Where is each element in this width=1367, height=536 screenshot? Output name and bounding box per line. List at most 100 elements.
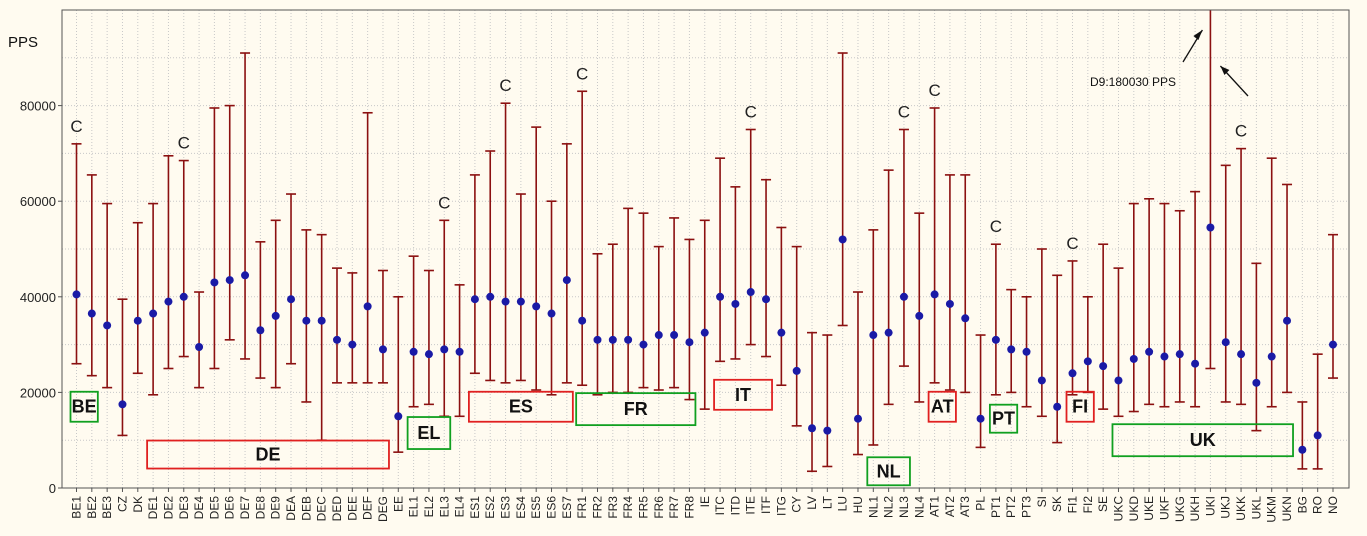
region-box bbox=[575, 392, 697, 427]
mean-point bbox=[1083, 357, 1092, 366]
y-tick-label: 0 bbox=[49, 481, 56, 496]
region-box-label: EL bbox=[417, 423, 440, 443]
x-tick-label: DE4 bbox=[192, 496, 206, 520]
arrowhead-right bbox=[1220, 66, 1230, 75]
x-tick-label: UKF bbox=[1157, 496, 1171, 520]
x-tick-label: UKN bbox=[1280, 496, 1294, 521]
x-tick-label: ES4 bbox=[514, 496, 528, 519]
mean-point bbox=[440, 345, 449, 354]
mean-point bbox=[118, 400, 127, 409]
mean-point bbox=[1053, 402, 1062, 411]
mean-point bbox=[777, 328, 786, 337]
x-tick-label: DED bbox=[330, 496, 344, 522]
x-tick-label: DEA bbox=[284, 496, 298, 521]
x-tick-label: FR1 bbox=[575, 496, 589, 519]
region-box-label: FR bbox=[624, 399, 648, 419]
x-tick-label: UKJ bbox=[1219, 496, 1233, 519]
x-tick-label: SI bbox=[1035, 496, 1049, 507]
mean-point bbox=[72, 290, 81, 299]
region-box bbox=[866, 456, 911, 487]
x-tick-label: EL4 bbox=[453, 496, 467, 518]
mean-point bbox=[915, 311, 924, 320]
x-tick-label: NL4 bbox=[912, 496, 926, 518]
x-tick-label: ES3 bbox=[499, 496, 513, 519]
mean-points bbox=[72, 223, 1337, 454]
mean-point bbox=[409, 347, 418, 356]
x-tick-label: DE8 bbox=[253, 496, 267, 520]
c-marker: C bbox=[928, 81, 940, 100]
mean-point bbox=[1206, 223, 1215, 232]
region-box-label: AT bbox=[931, 397, 954, 417]
region-boxes: BE DE EL ES FR IT NL AT PT FI UK bbox=[69, 378, 1294, 487]
mean-point bbox=[1237, 350, 1246, 359]
x-tick-label: ES2 bbox=[483, 496, 497, 519]
x-tick-label: BE2 bbox=[85, 496, 99, 519]
x-tick-label: FR2 bbox=[590, 496, 604, 519]
x-tick-label: EE bbox=[391, 496, 405, 512]
x-tick-label: DE1 bbox=[146, 496, 160, 520]
x-tick-label: UKC bbox=[1111, 496, 1125, 522]
x-tick-label: UKK bbox=[1234, 496, 1248, 521]
mean-point bbox=[378, 345, 387, 354]
arrowhead-left bbox=[1193, 30, 1203, 40]
region-box-label: BE bbox=[72, 397, 97, 417]
outlier-label: D9:180030 PPS bbox=[1090, 75, 1176, 89]
mean-point bbox=[639, 340, 648, 349]
region-box bbox=[1065, 390, 1095, 423]
x-tick-label: DEE bbox=[345, 496, 359, 521]
mean-point bbox=[501, 297, 510, 306]
mean-point bbox=[317, 316, 326, 325]
region-box bbox=[713, 378, 773, 411]
mean-point bbox=[87, 309, 96, 318]
x-tick-label: PT1 bbox=[989, 496, 1003, 518]
mean-point bbox=[424, 350, 433, 359]
mean-point bbox=[149, 309, 158, 318]
region-box-label: PT bbox=[992, 409, 1015, 429]
mean-point bbox=[195, 342, 204, 351]
mean-point bbox=[762, 295, 771, 304]
mean-point bbox=[1313, 431, 1322, 440]
mean-point bbox=[532, 302, 541, 311]
x-tick-label: AT1 bbox=[928, 496, 942, 517]
mean-point bbox=[976, 414, 985, 423]
x-tick-label: DE7 bbox=[238, 496, 252, 520]
x-tick-label: EL3 bbox=[437, 496, 451, 518]
mean-point bbox=[593, 335, 602, 344]
x-tick-label: DE9 bbox=[269, 496, 283, 520]
x-tick-label: UKG bbox=[1173, 496, 1187, 522]
mean-point bbox=[287, 295, 296, 304]
x-tick-label: UKL bbox=[1249, 496, 1263, 520]
mean-point bbox=[1145, 347, 1154, 356]
mean-point bbox=[164, 297, 173, 306]
c-marker: C bbox=[745, 103, 757, 122]
x-tick-label: DEC bbox=[315, 496, 329, 522]
x-tick-label: FR8 bbox=[682, 496, 696, 519]
mean-point bbox=[823, 426, 832, 435]
mean-point bbox=[1114, 376, 1123, 385]
x-tick-label: FR6 bbox=[652, 496, 666, 519]
mean-point bbox=[256, 326, 265, 335]
c-marker: C bbox=[70, 117, 82, 136]
x-tick-label: ITG bbox=[774, 496, 788, 516]
c-marker: C bbox=[576, 64, 588, 83]
mean-point bbox=[225, 276, 234, 285]
x-tick-label: DEF bbox=[361, 496, 375, 520]
x-tick-label: UKE bbox=[1142, 496, 1156, 521]
x-tick-label: HU bbox=[851, 496, 865, 513]
mean-point bbox=[1099, 362, 1108, 371]
mean-point bbox=[332, 335, 341, 344]
mean-point bbox=[700, 328, 709, 337]
mean-point bbox=[1160, 352, 1169, 361]
mean-point bbox=[1283, 316, 1292, 325]
region-box-label: IT bbox=[735, 385, 751, 405]
mean-point bbox=[1068, 369, 1077, 378]
x-tick-label: BE1 bbox=[70, 496, 84, 519]
mean-point bbox=[945, 299, 954, 308]
mean-point bbox=[179, 292, 188, 301]
x-tick-label: DE2 bbox=[161, 496, 175, 520]
c-marker: C bbox=[898, 103, 910, 122]
region-box-label: FI bbox=[1072, 397, 1088, 417]
x-tick-label: FI1 bbox=[1066, 496, 1080, 514]
